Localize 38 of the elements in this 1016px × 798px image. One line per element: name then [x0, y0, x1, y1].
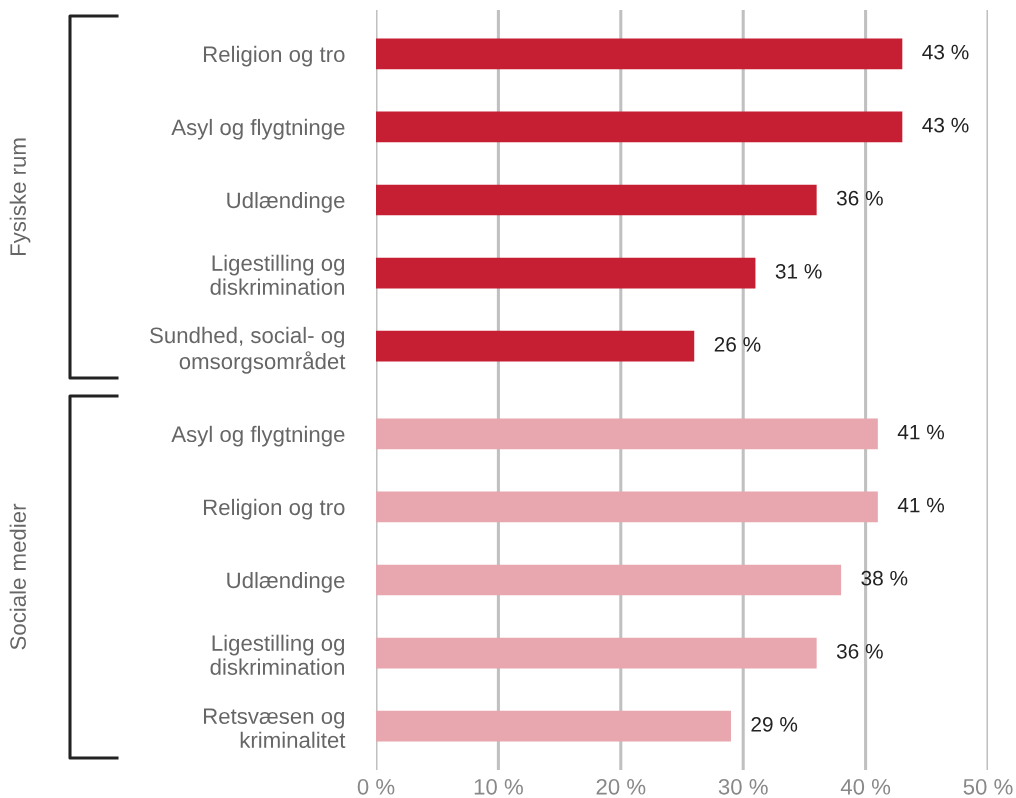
y-tick-label: Retsvæsen og kriminalitet: [203, 708, 346, 748]
x-tick-label: 20 %: [596, 778, 646, 795]
data-label: 43 %: [922, 44, 969, 60]
y-tick-label: Religion og tro: [203, 498, 345, 520]
x-tick-label: 0 %: [357, 778, 395, 795]
data-label: 41 %: [897, 497, 945, 513]
y-tick-label: Ligestilling og diskrimination: [210, 254, 345, 295]
bar: [376, 491, 878, 523]
bar: [376, 257, 756, 289]
bar: [376, 184, 817, 216]
y-tick-label: Udlændinge: [227, 571, 345, 593]
data-label: 36 %: [836, 190, 883, 206]
data-label: 43 %: [922, 117, 969, 133]
y-axis-title: Fysiske rum: [9, 138, 31, 256]
bar: [376, 111, 903, 143]
data-label: 31 %: [775, 263, 822, 279]
x-tick-label: 50 %: [963, 778, 1013, 795]
bar: [376, 418, 878, 450]
x-tick-label: 40 %: [840, 778, 891, 795]
bar: [376, 330, 695, 362]
y-axis-title: Sociale medier: [9, 503, 26, 650]
y-tick-label: Asyl og flygtninge: [171, 425, 345, 447]
y-tick-label: Ligestilling og diskrimination: [210, 634, 345, 675]
x-tick-label: 10 %: [474, 778, 523, 795]
y-tick-label: Religion og tro: [203, 45, 345, 67]
y-tick-label: Asyl og flygtninge: [171, 118, 345, 140]
data-label: 36 %: [836, 643, 883, 659]
data-label: 41 %: [897, 424, 945, 440]
bar: [376, 710, 731, 742]
data-label: 38 %: [861, 570, 908, 586]
x-tick-label: 30 %: [718, 778, 768, 795]
y-tick-label: Sundhed, social- og omsorgsområdet: [150, 326, 346, 374]
data-label: 29 %: [751, 716, 798, 732]
bar: [376, 637, 817, 669]
bar: [376, 38, 903, 70]
y-tick-label: Udlændinge: [227, 191, 345, 213]
data-label: 26 %: [714, 336, 761, 352]
bar: [376, 564, 842, 596]
